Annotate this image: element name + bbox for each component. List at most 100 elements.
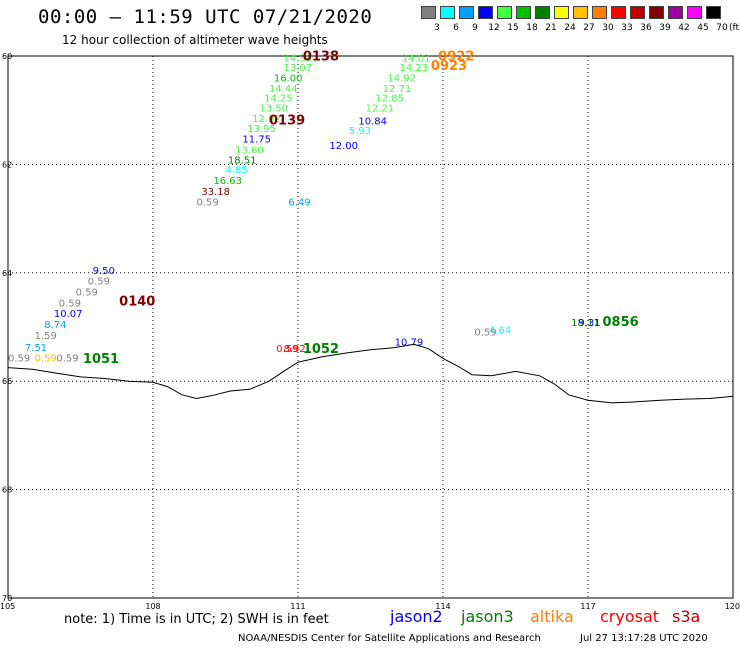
wave-observations: 14.3813.0716.0014.4414.2513.5012.9213.95…: [8, 53, 601, 364]
wave-height-label: 10.07: [54, 309, 83, 320]
pass-time-label: 0139: [269, 113, 305, 128]
wave-height-label: 0.59: [35, 354, 57, 365]
legend-label: 18: [526, 23, 538, 33]
legend-swatch: [516, 6, 531, 19]
legend-label: 3: [434, 23, 440, 33]
lat-tick-label: 60: [2, 52, 12, 61]
wave-height-label: 8.92: [284, 344, 306, 355]
map-subtitle: 12 hour collection of altimeter wave hei…: [62, 33, 328, 47]
satellite-name: jason2: [390, 607, 443, 626]
legend-swatch: [478, 6, 493, 19]
wave-height-label: 12.21: [366, 103, 395, 114]
wave-height-label: 0.59: [474, 328, 496, 339]
lon-tick-label: 105: [0, 602, 15, 610]
wave-height-label: 13.60: [235, 146, 264, 157]
legend-swatch: [421, 6, 436, 19]
legend-label: 27: [583, 23, 595, 33]
pass-time-label: 0856: [603, 315, 639, 330]
legend-label: 42: [678, 23, 690, 33]
lon-tick-label: 108: [145, 602, 160, 610]
wave-height-label: 12.71: [383, 84, 412, 95]
legend-swatch: [459, 6, 474, 19]
legend-swatch: [611, 6, 626, 19]
wave-height-label: 0.59: [56, 354, 78, 365]
lat-tick-label: 66: [2, 377, 12, 386]
legend-label: 6: [453, 23, 459, 33]
wave-height-label: 9.50: [93, 266, 115, 277]
legend-swatch: [592, 6, 607, 19]
wave-height-label: 13.95: [247, 124, 276, 135]
legend-label: 45: [697, 23, 709, 33]
satellite-name: jason3: [461, 607, 514, 626]
timestamp: Jul 27 13:17:28 UTC 2020: [580, 633, 708, 644]
wave-height-label: 16.63: [213, 176, 242, 187]
credit-line: NOAA/NESDIS Center for Satellite Applica…: [238, 633, 541, 644]
plot-frame: [7, 55, 734, 599]
wave-height-label: 18.51: [228, 155, 257, 166]
wave-height-label: 0.59: [276, 344, 298, 355]
wave-height-label: 33.18: [201, 187, 230, 198]
pass-time-label: 0138: [303, 49, 339, 64]
footnote: note: 1) Time is in UTC; 2) SWH is in fe…: [64, 612, 329, 627]
pass-time-label: 1051: [83, 352, 119, 367]
lat-tick-label: 70: [2, 594, 12, 603]
legend-label: 9: [472, 23, 478, 33]
wave-height-label: 5.93: [349, 126, 371, 137]
wave-height-label: 0.59: [8, 354, 30, 365]
pass-time-label: 0140: [119, 294, 155, 309]
legend-swatch: [573, 6, 588, 19]
pass-time-label: 0922: [438, 49, 474, 64]
wave-height-label: 8.74: [44, 320, 66, 331]
legend-swatch: [649, 6, 664, 19]
wave-height-label: 13.07: [284, 63, 313, 74]
wave-height-label: 7.51: [25, 343, 47, 354]
lon-tick-label: 120: [725, 602, 740, 610]
legend-label: 36: [640, 23, 652, 33]
legend-swatch: [630, 6, 645, 19]
pass-time-label: 0923: [431, 59, 467, 74]
legend-label: 21: [545, 23, 557, 33]
wave-height-label: 14.92: [387, 73, 416, 84]
wave-height-label: 0.59: [76, 288, 98, 299]
coastline: [7, 343, 734, 404]
legend-label: 33: [621, 23, 633, 33]
wave-height-label: 12.00: [329, 141, 358, 152]
axis-ticks: 105 108 111 114 117 120 60 62 64 66 68 70: [0, 52, 740, 610]
wave-height-label: 18.11: [571, 318, 600, 329]
wave-height-label: 1.59: [35, 331, 57, 342]
lon-tick-label: 117: [580, 602, 595, 610]
legend-label: 39: [659, 23, 671, 33]
pass-time-label: 1052: [303, 342, 339, 357]
wave-height-label: 6.49: [288, 198, 310, 209]
wave-height-label: 16.00: [274, 73, 303, 84]
wave-height-label: 14.01: [402, 53, 431, 64]
legend-label: 70: [716, 23, 728, 33]
satellite-name: altika: [530, 607, 574, 626]
wave-height-label: 12.85: [375, 94, 404, 105]
wave-height-label: 0.59: [88, 277, 110, 288]
wave-height-label: 14.38: [284, 53, 313, 64]
wave-height-label: 0.59: [59, 298, 81, 309]
wave-height-label: 9.31: [578, 318, 600, 329]
legend-swatch: [554, 6, 569, 19]
wave-height-label: 14.25: [264, 94, 293, 105]
lat-tick-label: 68: [2, 486, 12, 495]
wave-height-label: 4.85: [226, 165, 248, 176]
legend-swatch: [440, 6, 455, 19]
wave-height-map: 105 108 111 114 117 120 60 62 64 66 68 70 14.3813.0…: [0, 49, 740, 610]
legend-unit: (ft): [729, 23, 740, 33]
satellite-name: s3a: [672, 607, 701, 626]
lat-tick-label: 62: [2, 160, 12, 169]
legend-swatch: [497, 6, 512, 19]
wave-height-label: 4.64: [489, 326, 511, 337]
wave-height-label: 10.79: [395, 337, 424, 348]
legend-swatch: [687, 6, 702, 19]
wave-height-label: 12.92: [252, 114, 281, 125]
legend-label: 15: [507, 23, 519, 33]
lat-tick-label: 64: [2, 269, 12, 278]
lon-tick-label: 114: [435, 602, 450, 610]
legend-swatch: [535, 6, 550, 19]
map-title: 00:00 – 11:59 UTC 07/21/2020: [38, 6, 373, 28]
wave-height-label: 11.75: [242, 135, 271, 146]
